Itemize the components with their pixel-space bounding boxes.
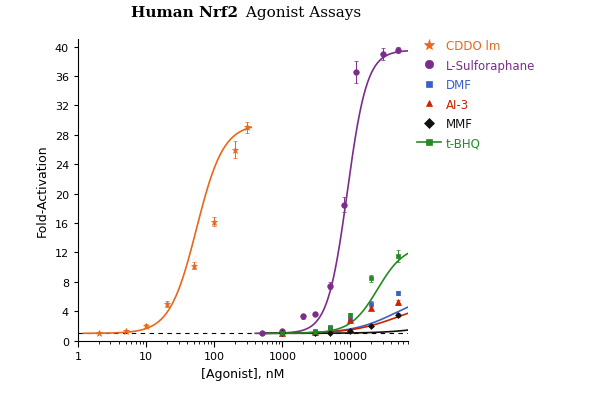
Text: Agonist Assays: Agonist Assays: [241, 6, 361, 20]
Y-axis label: Fold-Activation: Fold-Activation: [36, 144, 49, 237]
X-axis label: [Agonist], nM: [Agonist], nM: [202, 367, 284, 380]
Text: Human Nrf2: Human Nrf2: [131, 6, 238, 20]
Legend: CDDO lm, L-Sulforaphane, DMF, AI-3, MMF, t-BHQ: CDDO lm, L-Sulforaphane, DMF, AI-3, MMF,…: [417, 40, 535, 150]
